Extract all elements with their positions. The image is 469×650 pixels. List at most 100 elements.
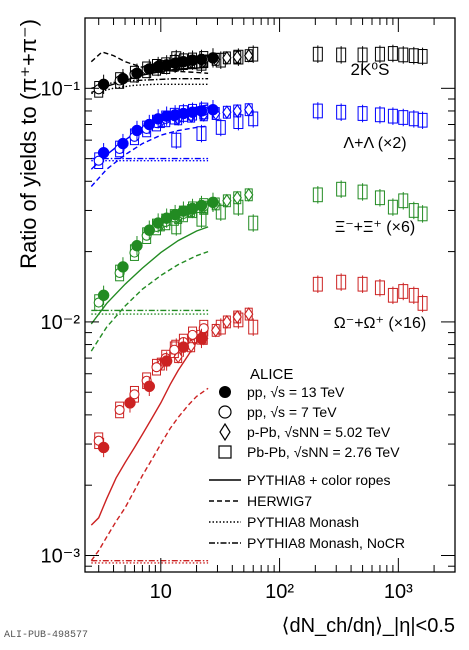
omega-pbpb-marker: [387, 287, 398, 303]
lambda-pp13-marker: [143, 118, 156, 131]
y-tick-label: 10⁻¹: [41, 78, 81, 100]
k0s-pbpb-marker: [417, 49, 428, 64]
legend-entry-pp7: pp, √s = 7 TeV: [218, 404, 337, 420]
k0s-pbpb-marker: [374, 46, 385, 62]
y-tick-label: 10⁻²: [41, 312, 81, 334]
xi-pbpb-marker: [357, 184, 368, 200]
xi-pp13-marker: [131, 239, 143, 252]
lambda-pbpb-marker: [398, 110, 409, 125]
lambda-pp13-marker: [207, 103, 219, 116]
legend-entry-herwig: HERWIG7: [209, 493, 312, 509]
omega-herwig-curve: [90, 387, 209, 562]
legend-filled-circle-icon: [219, 386, 231, 398]
xi-pbpb-marker: [374, 190, 385, 206]
xi-pp13-marker: [143, 224, 156, 236]
omega-pp7-marker: [151, 362, 162, 373]
legend-open-diamond-icon: [219, 422, 231, 442]
xi-pp13-marker: [207, 196, 219, 209]
legend-label: PYTHIA8 + color ropes: [247, 472, 391, 488]
legend-label: p-Pb, √sNN = 5.02 TeV: [247, 424, 391, 440]
omega-ppb-marker: [232, 309, 242, 324]
lambda-pbpb-marker: [417, 112, 428, 128]
legend-title: ALICE: [250, 366, 293, 383]
xi-pbpb-marker: [398, 193, 409, 209]
xi-species-label: Ξ⁻+Ξ⁺ (×6): [335, 219, 415, 236]
omega-pp13-marker: [124, 397, 136, 409]
legend-open-circle-icon: [218, 405, 232, 419]
omega-pbpb-marker: [374, 280, 385, 296]
k0s-pbpb-marker: [398, 47, 409, 63]
k0s-pp13-marker: [207, 52, 219, 64]
lambda-pbpb-marker: [336, 104, 347, 120]
legend-entry-nocr: PYTHIA8 Monash, NoCR: [209, 535, 405, 551]
xi-ppb-marker: [232, 190, 242, 205]
k0s-ppb-marker: [222, 50, 232, 65]
y-axis: 10⁻³ 10⁻² 10⁻¹: [41, 17, 455, 568]
xi-pp13-marker: [195, 199, 208, 212]
xi-pp13-marker: [117, 261, 129, 273]
legend-entry-pbpb: Pb-Pb, √sNN = 2.76 TeV: [218, 444, 400, 460]
omega-ppb-marker: [244, 307, 254, 322]
omega-pbpb-marker: [336, 274, 347, 290]
xi-ropes-curve: [90, 226, 209, 325]
omega-ropes-curve: [90, 329, 209, 526]
xi-ppb-marker: [222, 193, 232, 208]
lambda-pbpb-marker: [374, 107, 385, 123]
lambda-pbpb-marker: [312, 103, 323, 119]
lambda-pbpb-marker: [196, 126, 207, 141]
lambda-pp13-marker: [131, 124, 143, 137]
omega-pp13-marker: [97, 441, 110, 454]
omega-pbpb-marker: [248, 319, 259, 335]
x-axis: 10 10² 10³: [98, 18, 456, 603]
legend-label: pp, √s = 13 TeV: [247, 384, 345, 400]
legend-label: pp, √s = 7 TeV: [247, 404, 337, 420]
lambda-pp13-marker: [195, 105, 208, 117]
lambda-pbpb-marker: [357, 106, 368, 121]
omega-pp13-marker: [143, 380, 156, 393]
omega-pp13-marker: [195, 332, 208, 345]
lambda-ppb-marker: [222, 105, 232, 120]
k0s-pp13-marker: [195, 53, 208, 66]
omega-pbpb-marker: [408, 287, 419, 303]
x-tick-label: 10²: [265, 581, 294, 603]
omega-pbpb-marker: [417, 296, 428, 311]
lambda-pbpb-marker: [248, 111, 259, 127]
lambda-ppb-marker: [244, 102, 254, 117]
lambda-pbpb-marker: [215, 120, 226, 135]
xi-pbpb-marker: [417, 206, 428, 222]
k0s-pbpb-marker: [312, 46, 323, 62]
k0s-ppb-marker: [244, 48, 254, 63]
y-tick-label: 10⁻³: [41, 546, 81, 568]
omega-pbpb-marker: [357, 276, 368, 292]
lambda-species-label: Λ+Λ (×2): [343, 135, 406, 152]
k0s-pbpb-marker: [336, 47, 347, 63]
legend-entry-pp13: pp, √s = 13 TeV: [219, 384, 345, 400]
species-labels: 2K⁰S Λ+Λ (×2) Ξ⁻+Ξ⁺ (×6) Ω⁻+Ω⁺ (×16): [334, 60, 426, 332]
xi-pbpb-marker: [312, 187, 323, 203]
figure-id: ALI-PUB-498577: [4, 630, 89, 641]
legend-label: Pb-Pb, √sNN = 2.76 TeV: [247, 444, 400, 460]
lambda-pbpb-marker: [387, 108, 398, 124]
omega-pp13-marker: [160, 355, 173, 367]
lambda-pp13-marker: [97, 146, 110, 159]
k0s-pp13-marker: [97, 78, 110, 91]
omega-species-label: Ω⁻+Ω⁺ (×16): [334, 315, 426, 332]
omega-pp7-marker: [187, 329, 198, 340]
omega-pbpb-marker: [398, 284, 409, 299]
xi-pbpb-marker: [387, 199, 398, 215]
data-markers: [93, 44, 428, 458]
lambda-herwig-curve: [90, 125, 209, 187]
omega-pbpb-marker: [312, 276, 323, 292]
omega-ppb-marker: [222, 314, 232, 329]
legend-entry-ropes: PYTHIA8 + color ropes: [209, 472, 391, 488]
omega-pp7-marker: [114, 404, 125, 415]
k0s-pp13-marker: [117, 72, 129, 85]
k0s-pp13-marker: [131, 67, 143, 80]
x-tick-label: 10³: [384, 581, 413, 603]
legend-label: PYTHIA8 Monash, NoCR: [247, 535, 405, 551]
omega-ppb-marker: [211, 323, 221, 338]
legend-label: HERWIG7: [247, 493, 312, 509]
xi-ppb-marker: [244, 187, 254, 202]
legend-entry-monash: PYTHIA8 Monash: [209, 514, 359, 530]
